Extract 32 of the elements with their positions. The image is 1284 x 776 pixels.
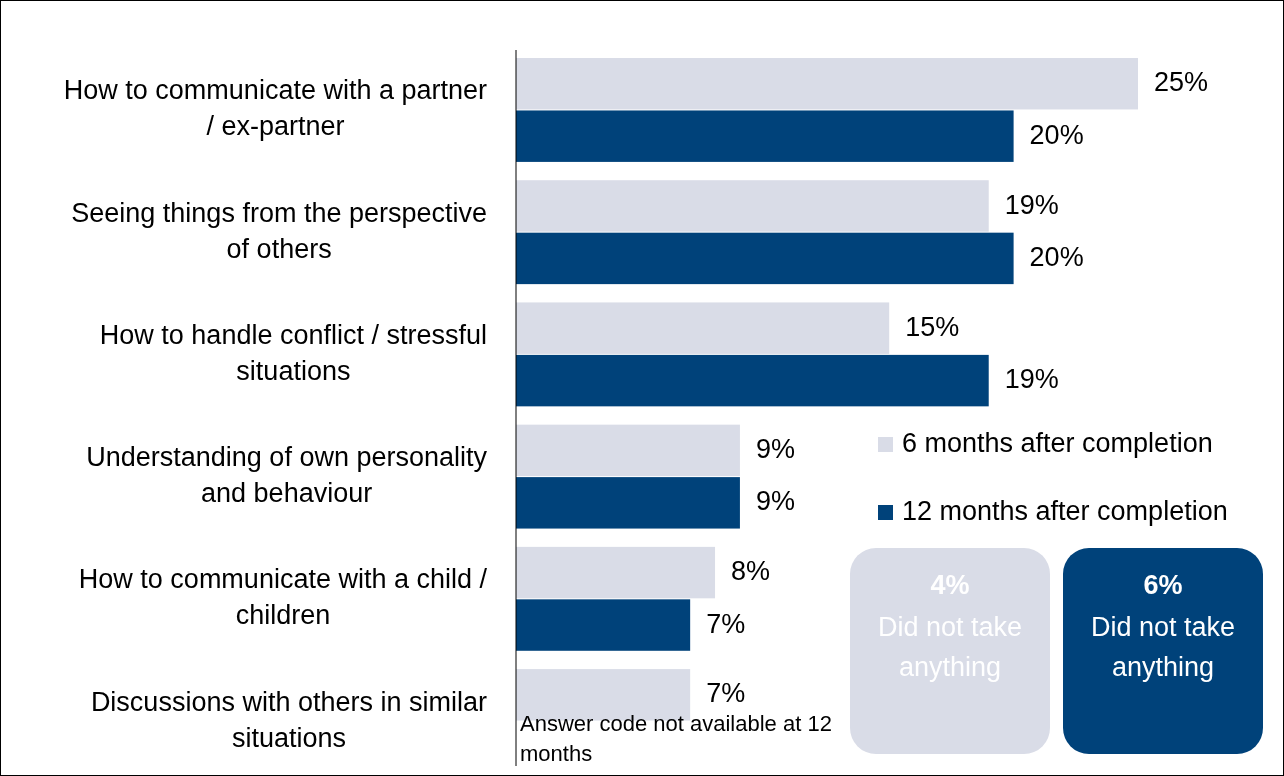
data-label: 20% (1029, 242, 1084, 273)
data-label: 9% (755, 486, 795, 517)
legend-label: 6 months after completion (902, 428, 1213, 459)
data-label: 15% (905, 311, 960, 342)
bar (516, 546, 716, 599)
data-label: 25% (1154, 67, 1209, 98)
bar (516, 232, 1014, 285)
y-tick-label: How to communicate with a child / children (78, 564, 488, 631)
bar (516, 110, 1014, 162)
bar (516, 180, 989, 232)
bar (516, 58, 1138, 110)
bar (516, 302, 890, 354)
y-tick-label: How to handle conflict / stressful situations (99, 320, 488, 387)
data-label: 8% (731, 556, 771, 587)
data-label: 19% (1004, 189, 1059, 220)
annotation: Answer code not available at 12 months (520, 710, 832, 766)
data-label: 7% (706, 678, 746, 709)
y-tick-label: Discussions with others in similar situations (90, 686, 488, 753)
data-label: 20% (1029, 119, 1084, 150)
bar (516, 354, 989, 407)
bar (516, 424, 740, 477)
data-label: 9% (755, 434, 795, 465)
legend-label: 12 months after completion (902, 496, 1228, 527)
bar (516, 599, 691, 651)
y-tick-label: How to communicate with a partner / ex-partner (63, 75, 488, 142)
data-label: 7% (706, 608, 746, 639)
y-tick-label: Seeing things from the perspective of others (71, 197, 487, 264)
data-label: 19% (1004, 364, 1059, 395)
rounded-box: 6% Did not take anything (1063, 548, 1263, 754)
bar (516, 477, 740, 529)
annotation: 6% Did not take anything (1090, 570, 1236, 683)
y-tick-label: Understanding of own personality and behaviour (86, 442, 488, 509)
